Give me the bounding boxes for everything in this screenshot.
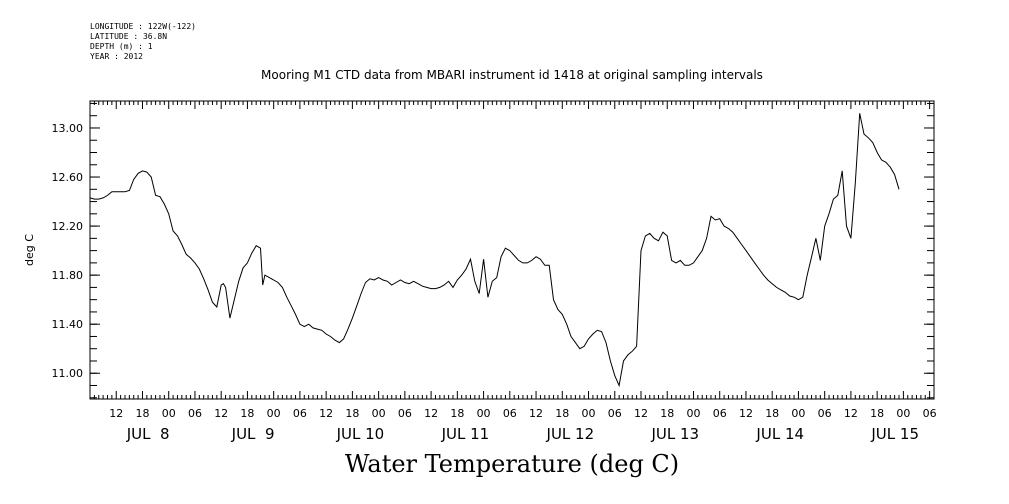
x-day-label: JUL 15: [870, 425, 919, 443]
x-hour-label: 12: [529, 407, 543, 420]
x-day-label: JUL 12: [546, 425, 595, 443]
x-hour-label: 00: [267, 407, 281, 420]
x-hour-label: 12: [424, 407, 438, 420]
y-tick-label: 11.80: [52, 269, 84, 282]
x-day-label: JUL 14: [755, 425, 804, 443]
x-hour-label: 18: [555, 407, 569, 420]
x-day-label: JUL 8: [126, 425, 170, 443]
x-day-label: JUL 13: [650, 425, 699, 443]
x-hour-label: 00: [896, 407, 910, 420]
metadata-depth: DEPTH (m) : 1: [90, 42, 153, 51]
y-tick-label: 12.20: [52, 220, 84, 233]
x-hour-label: 06: [293, 407, 307, 420]
x-hour-label: 06: [713, 407, 727, 420]
x-hour-label: 18: [345, 407, 359, 420]
x-hour-label: 12: [319, 407, 333, 420]
y-tick-label: 13.00: [52, 122, 84, 135]
metadata-block: LONGITUDE : 122W(-122) LATITUDE : 36.8N …: [90, 22, 196, 62]
x-hour-label: 06: [398, 407, 412, 420]
x-day-label: JUL 11: [441, 425, 490, 443]
x-hour-label: 18: [450, 407, 464, 420]
y-tick-label: 11.40: [52, 318, 84, 331]
x-hour-label: 06: [923, 407, 937, 420]
x-hour-label: 06: [503, 407, 517, 420]
x-hour-label: 12: [109, 407, 123, 420]
x-hour-label: 18: [240, 407, 254, 420]
x-hour-label: 00: [791, 407, 805, 420]
y-tick-label: 11.00: [52, 367, 84, 380]
x-hour-label: 06: [608, 407, 622, 420]
series-line: [89, 113, 900, 388]
x-hour-label: 00: [162, 407, 176, 420]
x-hour-label: 12: [739, 407, 753, 420]
metadata-year: YEAR : 2012: [90, 52, 143, 61]
x-hour-label: 18: [765, 407, 779, 420]
x-hour-label: 00: [686, 407, 700, 420]
metadata-latitude: LATITUDE : 36.8N: [90, 32, 168, 41]
x-hour-label: 18: [870, 407, 884, 420]
y-axis-label: deg C: [23, 234, 36, 266]
x-hour-label: 12: [634, 407, 648, 420]
x-hour-label: 18: [660, 407, 674, 420]
x-day-label: JUL 10: [336, 425, 385, 443]
chart-title: Mooring M1 CTD data from MBARI instrumen…: [261, 68, 763, 82]
x-hour-label: 12: [214, 407, 228, 420]
x-hour-label: 12: [844, 407, 858, 420]
x-hour-label: 00: [477, 407, 491, 420]
y-tick-label: 12.60: [52, 171, 84, 184]
x-hour-label: 18: [135, 407, 149, 420]
x-hour-label: 00: [372, 407, 386, 420]
x-axis-label: Water Temperature (deg C): [344, 450, 680, 478]
plot-frame: [89, 100, 935, 400]
x-hour-label: 06: [818, 407, 832, 420]
y-axis: 11.00 11.40 11.80 12.20 12.60 13.00: [52, 102, 934, 399]
x-hour-label: 06: [188, 407, 202, 420]
x-axis: 12 18 00 06 12 18 00 06 12 18 00 06 12 18 00 06 12 18 00 06…: [89, 101, 937, 443]
x-day-label: JUL 9: [231, 425, 275, 443]
metadata-longitude: LONGITUDE : 122W(-122): [90, 22, 196, 31]
x-hour-label: 00: [582, 407, 596, 420]
